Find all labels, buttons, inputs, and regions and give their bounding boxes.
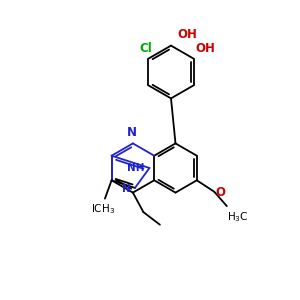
Text: N: N [126,127,136,140]
Text: lCH$_3$: lCH$_3$ [92,202,116,216]
Text: Cl: Cl [140,42,152,55]
Text: OH: OH [178,28,197,41]
Text: H$_3$C: H$_3$C [227,210,248,224]
Text: NH: NH [127,163,144,173]
Text: OH: OH [195,42,215,55]
Text: N: N [122,184,130,194]
Text: O: O [215,186,225,199]
